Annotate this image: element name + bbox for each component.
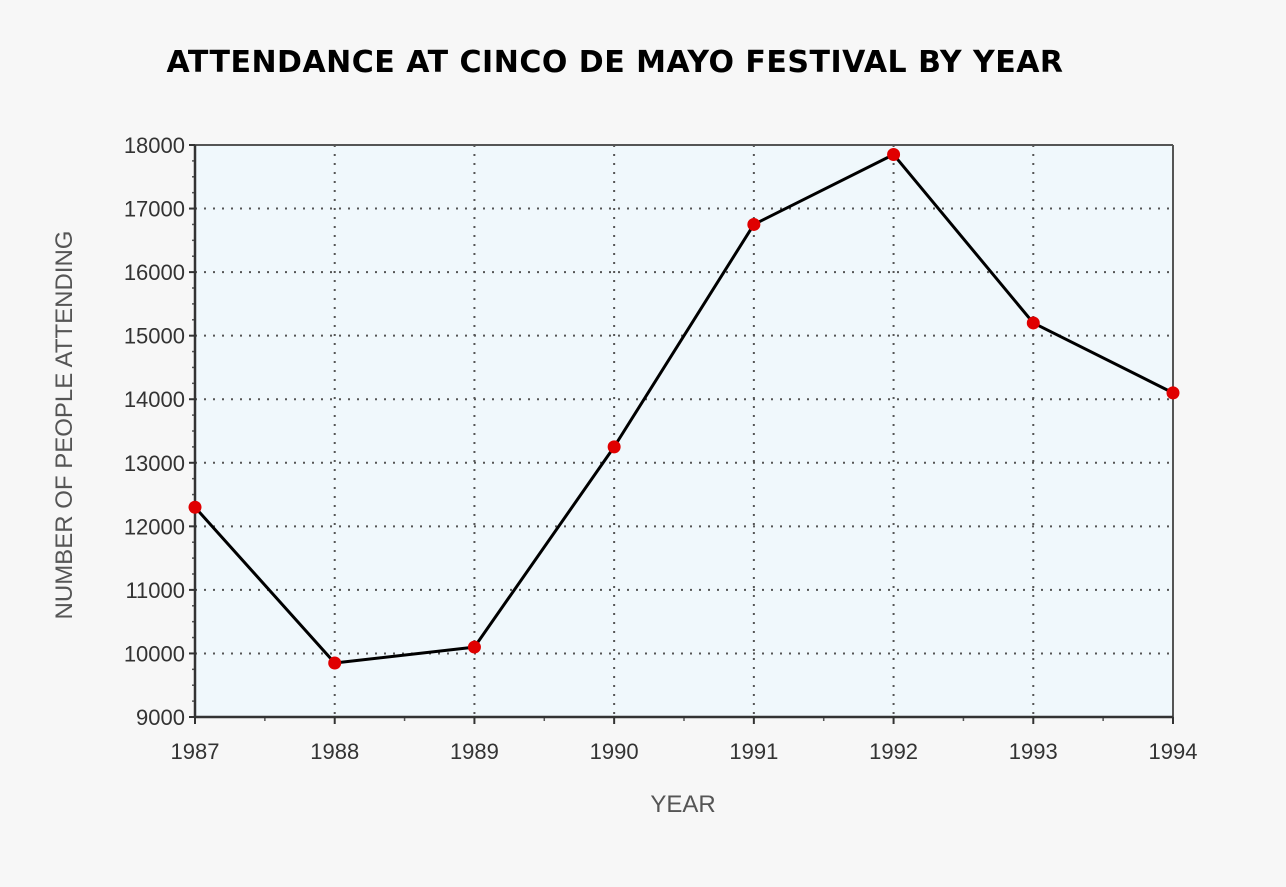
x-tick-label: 1992 xyxy=(869,739,918,764)
series-layer xyxy=(193,153,1174,665)
y-tick-label: 11000 xyxy=(125,578,185,603)
data-point xyxy=(887,148,901,162)
tick-labels: 9000 10000 11000 12000 13000 14000 15000 16000 1… xyxy=(124,133,1198,764)
x-axis-label: YEAR xyxy=(650,791,715,818)
series-line xyxy=(193,153,1174,665)
data-point xyxy=(328,656,342,670)
y-tick-label: 16000 xyxy=(124,260,185,285)
data-point xyxy=(1166,386,1180,400)
x-tick-label: 1987 xyxy=(171,739,220,764)
y-axis-label: NUMBER OF PEOPLE ATTENDING xyxy=(51,231,78,620)
y-tick-label: 15000 xyxy=(124,324,185,349)
data-point xyxy=(607,440,621,454)
x-tick-label: 1991 xyxy=(729,739,778,764)
chart-title: ATTENDANCE AT CINCO DE MAYO FESTIVAL BY … xyxy=(166,45,1063,80)
y-tick-label: 10000 xyxy=(124,641,185,666)
x-tick-label: 1990 xyxy=(590,739,639,764)
x-tick-label: 1994 xyxy=(1149,739,1198,764)
plot-area xyxy=(195,145,1173,717)
y-tick-label: 9000 xyxy=(136,705,185,730)
y-tick-label: 18000 xyxy=(124,133,185,158)
x-tick-label: 1993 xyxy=(1009,739,1058,764)
x-tick-label: 1988 xyxy=(310,739,359,764)
marker-layer xyxy=(188,148,1180,670)
y-tick-label: 13000 xyxy=(124,451,185,476)
data-point xyxy=(467,640,481,654)
data-point xyxy=(1026,316,1040,330)
y-tick-label: 17000 xyxy=(124,197,185,222)
y-tick-label: 14000 xyxy=(124,387,185,412)
y-tick-label: 12000 xyxy=(124,514,185,539)
axes xyxy=(189,144,1174,724)
grid-lines xyxy=(195,145,1173,717)
data-point xyxy=(188,500,202,514)
x-tick-label: 1989 xyxy=(450,739,499,764)
data-point xyxy=(747,217,761,231)
